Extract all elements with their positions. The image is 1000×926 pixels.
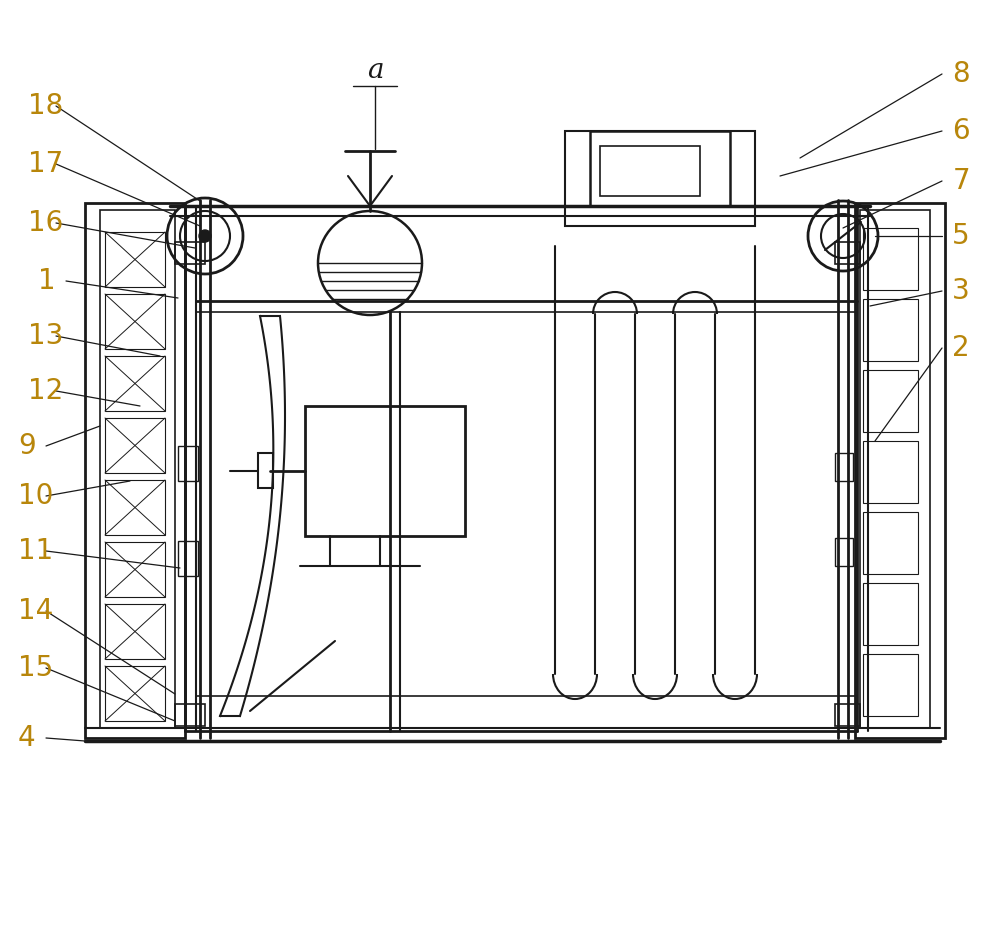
- Bar: [305, 406, 465, 536]
- Bar: [863, 299, 918, 361]
- Bar: [105, 666, 165, 721]
- Circle shape: [199, 230, 211, 242]
- Bar: [178, 541, 198, 576]
- Bar: [863, 370, 918, 432]
- Bar: [860, 210, 930, 728]
- Bar: [855, 203, 945, 738]
- Bar: [863, 583, 918, 645]
- Bar: [105, 604, 165, 659]
- Bar: [835, 538, 853, 566]
- Text: 13: 13: [28, 322, 63, 350]
- Bar: [835, 242, 860, 264]
- Text: 16: 16: [28, 209, 63, 237]
- Text: 15: 15: [18, 654, 53, 682]
- Bar: [863, 441, 918, 503]
- Bar: [863, 654, 918, 716]
- Bar: [105, 356, 165, 411]
- Text: 11: 11: [18, 537, 53, 565]
- Text: 5: 5: [952, 222, 970, 250]
- Bar: [590, 131, 730, 206]
- Text: 8: 8: [952, 60, 970, 88]
- Text: a: a: [367, 57, 383, 84]
- Bar: [100, 210, 175, 728]
- Bar: [175, 242, 205, 264]
- Bar: [600, 146, 700, 196]
- Bar: [85, 203, 185, 738]
- Bar: [105, 294, 165, 349]
- Text: 7: 7: [952, 167, 970, 195]
- Text: 17: 17: [28, 150, 63, 178]
- Bar: [258, 453, 273, 488]
- Bar: [178, 446, 198, 481]
- Text: 4: 4: [18, 724, 36, 752]
- Bar: [105, 480, 165, 535]
- Text: 2: 2: [952, 334, 970, 362]
- Bar: [863, 512, 918, 574]
- Bar: [835, 453, 853, 481]
- Bar: [105, 418, 165, 473]
- Bar: [565, 131, 755, 226]
- Bar: [105, 542, 165, 597]
- Text: 3: 3: [952, 277, 970, 305]
- Text: 9: 9: [18, 432, 36, 460]
- Bar: [175, 704, 205, 726]
- Text: 1: 1: [38, 267, 56, 295]
- Bar: [835, 704, 860, 726]
- Bar: [105, 232, 165, 287]
- Text: 14: 14: [18, 597, 53, 625]
- Text: 18: 18: [28, 92, 63, 120]
- Bar: [863, 228, 918, 290]
- Text: 10: 10: [18, 482, 53, 510]
- Text: 6: 6: [952, 117, 970, 145]
- Text: 12: 12: [28, 377, 63, 405]
